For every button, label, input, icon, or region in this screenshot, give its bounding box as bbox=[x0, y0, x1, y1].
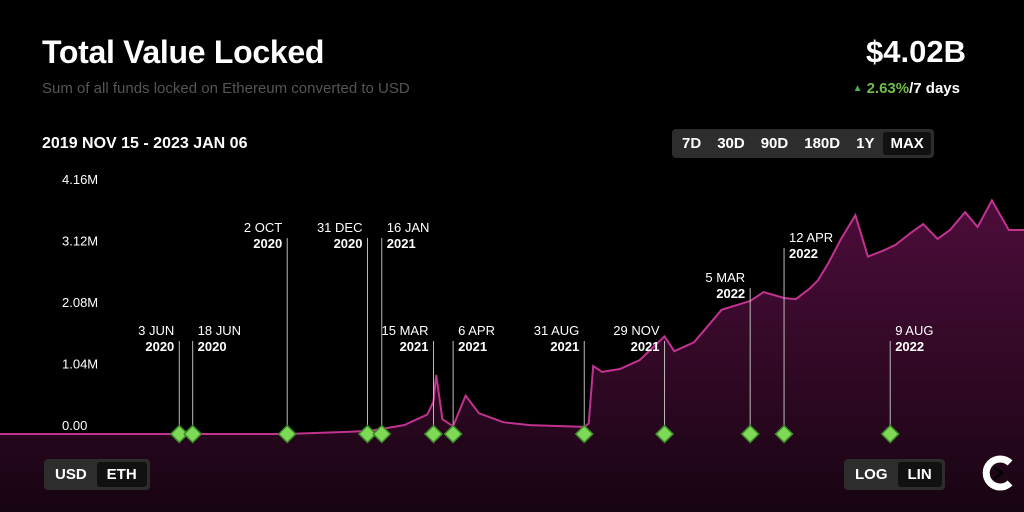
annotation-year: 2022 bbox=[895, 339, 924, 354]
scale-lin[interactable]: LIN bbox=[897, 462, 942, 487]
time-range-max[interactable]: MAX bbox=[883, 132, 931, 155]
time-range-1y[interactable]: 1Y bbox=[856, 135, 875, 152]
annotation-year: 2021 bbox=[458, 339, 487, 354]
event-marker[interactable] bbox=[443, 424, 463, 444]
event-marker[interactable] bbox=[654, 424, 675, 444]
annotation-year: 2021 bbox=[387, 236, 416, 251]
brand-logo-icon bbox=[982, 455, 1013, 491]
annotation-day: 18 JUN bbox=[198, 323, 241, 338]
currency-usd[interactable]: USD bbox=[55, 466, 87, 483]
annotation-day: 16 JAN bbox=[387, 220, 430, 235]
annotation-year: 2020 bbox=[334, 236, 363, 251]
annotation-year: 2021 bbox=[400, 339, 429, 354]
event-marker[interactable] bbox=[169, 424, 189, 444]
y-tick-label: 4.16M bbox=[62, 172, 98, 187]
annotation-day: 15 MAR bbox=[382, 323, 429, 338]
annotation-year: 2020 bbox=[253, 236, 282, 251]
annotation-day: 6 APR bbox=[458, 323, 495, 338]
page-title: Total Value Locked bbox=[42, 34, 325, 70]
scale-log[interactable]: LOG bbox=[855, 466, 888, 483]
scale-toggle: LOG LIN bbox=[844, 459, 945, 490]
annotation-year: 2022 bbox=[716, 286, 745, 301]
annotation-year: 2021 bbox=[631, 339, 660, 354]
annotation-day: 9 AUG bbox=[895, 323, 933, 338]
annotation-day: 3 JUN bbox=[138, 323, 174, 338]
time-range-30d[interactable]: 30D bbox=[717, 135, 745, 152]
event-marker[interactable] bbox=[740, 424, 760, 444]
event-marker[interactable] bbox=[423, 424, 444, 444]
change-period: /7 days bbox=[909, 80, 960, 97]
tvl-change: ▲ 2.63%/7 days bbox=[853, 80, 960, 97]
annotation-day: 29 NOV bbox=[613, 323, 660, 338]
y-tick-label: 0.00 bbox=[62, 418, 87, 433]
date-range: 2019 NOV 15 - 2023 JAN 06 bbox=[42, 135, 248, 152]
tvl-value: $4.02B bbox=[866, 34, 966, 69]
annotation-day: 5 MAR bbox=[705, 270, 745, 285]
time-range-selector: 7D 30D 90D 180D 1Y MAX bbox=[672, 129, 934, 158]
event-marker[interactable] bbox=[880, 424, 900, 444]
annotation-year: 2022 bbox=[789, 246, 818, 261]
annotation-year: 2021 bbox=[550, 339, 579, 354]
annotation-day: 2 OCT bbox=[244, 220, 282, 235]
annotation-year: 2020 bbox=[198, 339, 227, 354]
annotation-year: 2020 bbox=[145, 339, 174, 354]
y-tick-label: 2.08M bbox=[62, 295, 98, 310]
time-range-90d[interactable]: 90D bbox=[760, 135, 789, 152]
time-range-7d[interactable]: 7D bbox=[682, 135, 702, 152]
change-percent: 2.63% bbox=[866, 80, 910, 97]
currency-toggle: USD ETH bbox=[44, 459, 150, 490]
y-tick-label: 1.04M bbox=[62, 357, 98, 372]
annotation-day: 12 APR bbox=[789, 230, 833, 245]
time-range-180d[interactable]: 180D bbox=[804, 135, 841, 152]
currency-eth[interactable]: ETH bbox=[96, 462, 147, 487]
event-marker[interactable] bbox=[574, 424, 594, 444]
event-marker[interactable] bbox=[774, 424, 794, 444]
y-tick-label: 3.12M bbox=[62, 234, 98, 249]
event-marker[interactable] bbox=[357, 424, 378, 444]
tvl-line bbox=[0, 198, 1024, 435]
page-subtitle: Sum of all funds locked on Ethereum conv… bbox=[42, 80, 410, 97]
event-marker[interactable] bbox=[372, 424, 392, 444]
event-marker[interactable] bbox=[183, 424, 203, 444]
annotation-day: 31 AUG bbox=[534, 323, 580, 338]
trend-up-icon: ▲ bbox=[852, 83, 863, 94]
annotation-day: 31 DEC bbox=[317, 220, 363, 235]
event-marker[interactable] bbox=[277, 424, 297, 444]
